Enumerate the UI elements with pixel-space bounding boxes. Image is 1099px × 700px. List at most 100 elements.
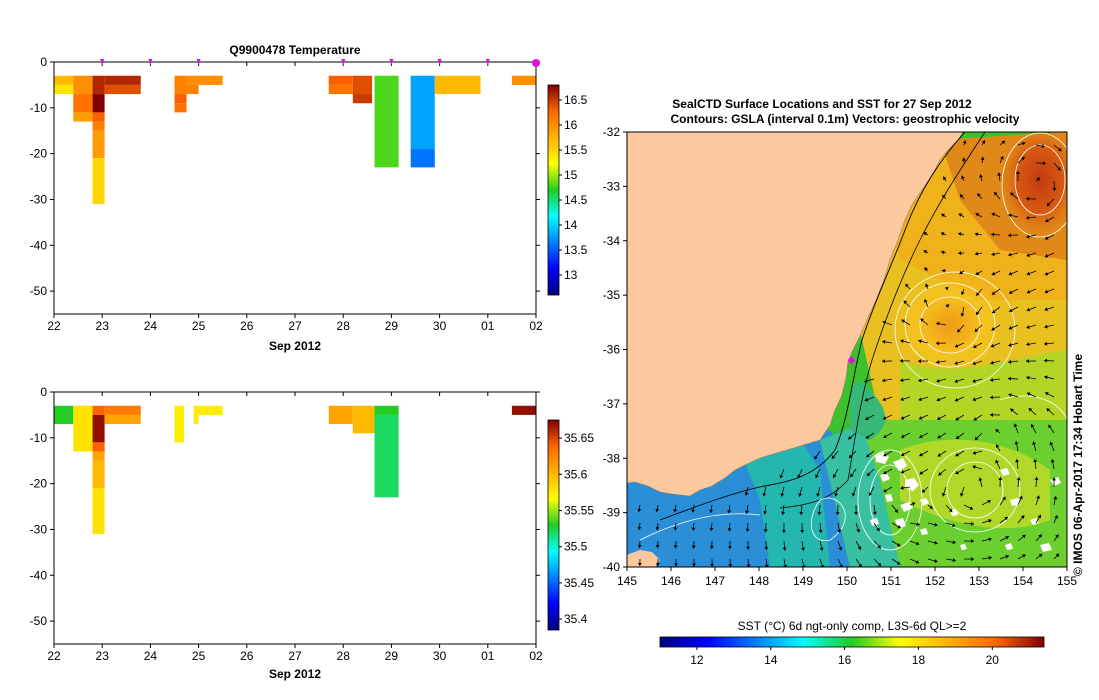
longitude-tick-label: 148 — [749, 574, 769, 588]
map-longitude-ticks: 145 146 147 148 149 150 151 152 153 154 155 — [617, 567, 1077, 588]
colorbar-tick-label: 13 — [564, 268, 578, 282]
data-cell — [511, 75, 536, 85]
longitude-tick-label: 150 — [837, 574, 857, 588]
x-tick-label: 28 — [337, 319, 351, 333]
salinity-x-ticks: 22 23 24 25 26 27 28 29 30 01 02 — [47, 392, 543, 663]
data-cell — [374, 75, 399, 168]
colorbar-tick-label: 15.5 — [564, 143, 588, 157]
data-cell — [92, 158, 105, 205]
longitude-tick-label: 146 — [661, 574, 681, 588]
salinity-y-ticks: 0 -10 -20 -30 -40 -50 — [30, 385, 540, 628]
data-cell — [174, 103, 187, 113]
latitude-tick-label: -38 — [603, 451, 621, 465]
data-cell — [434, 75, 481, 95]
x-tick-label: 25 — [192, 649, 206, 663]
profile-markers — [100, 59, 540, 67]
sst-field — [627, 132, 1067, 567]
seal-location-dot — [847, 356, 856, 365]
latitude-tick-label: -37 — [603, 397, 621, 411]
data-cell — [104, 75, 141, 85]
salinity-colorbar-ticks: 35.4 35.45 35.5 35.55 35.6 35.65 — [559, 431, 594, 626]
x-tick-label: 28 — [337, 649, 351, 663]
data-cell — [328, 84, 353, 95]
colorbar-tick-label: 35.55 — [564, 504, 594, 518]
sst-colorbar-tick-label: 14 — [764, 653, 778, 667]
colorbar-tick-label: 35.5 — [564, 540, 588, 554]
data-cell — [92, 130, 105, 159]
data-cell — [186, 84, 199, 95]
y-tick-label: -50 — [30, 284, 48, 298]
latitude-tick-label: -33 — [603, 179, 621, 193]
y-tick-label: -20 — [30, 147, 48, 161]
colorbar-tick-label: 35.65 — [564, 431, 594, 445]
colorbar-tick-label: 14.5 — [564, 193, 588, 207]
profile-marker — [196, 59, 201, 65]
data-cell — [174, 405, 185, 443]
data-cell — [104, 405, 141, 415]
data-cell — [92, 442, 105, 452]
x-tick-label: 01 — [481, 649, 495, 663]
temperature-cells — [54, 75, 536, 205]
x-tick-label: 27 — [288, 649, 302, 663]
sst-colorbar-ticks: 12 14 16 18 20 — [690, 647, 999, 667]
data-cell — [92, 405, 105, 415]
x-tick-label: 27 — [288, 319, 302, 333]
sst-map-panel: SealCTD Surface Locations and SST for 27… — [603, 97, 1085, 667]
temperature-plot-frame — [53, 61, 537, 315]
data-cell — [54, 405, 74, 425]
data-cell — [410, 149, 435, 168]
latitude-tick-label: -36 — [603, 343, 621, 357]
data-cell — [511, 405, 536, 415]
y-tick-label: 0 — [40, 385, 47, 399]
temperature-y-ticks: 0 -10 -20 -30 -40 -50 — [30, 55, 540, 298]
data-cell — [104, 414, 141, 425]
colorbar-tick-label: 14 — [564, 218, 578, 232]
data-cell — [352, 94, 373, 104]
data-cell — [73, 112, 93, 122]
latitude-tick-label: -32 — [603, 125, 621, 139]
latitude-tick-label: -39 — [603, 506, 621, 520]
colorbar-tick-label: 35.4 — [564, 612, 588, 626]
sst-colorbar — [659, 636, 1045, 648]
sst-colorbar-tick-label: 18 — [912, 653, 926, 667]
temperature-colorbar — [547, 84, 560, 296]
data-cell — [186, 75, 199, 85]
data-cell — [374, 405, 399, 415]
data-cell — [174, 75, 187, 95]
profile-marker — [389, 59, 394, 65]
data-cell — [54, 75, 74, 85]
profile-marker — [485, 59, 490, 65]
longitude-tick-label: 152 — [925, 574, 945, 588]
longitude-tick-label: 154 — [1013, 574, 1033, 588]
data-cell — [104, 84, 141, 95]
data-cell — [92, 460, 105, 489]
sst-colorbar-tick-label: 16 — [838, 653, 852, 667]
data-cell — [174, 94, 187, 104]
colorbar-tick-label: 15 — [564, 168, 578, 182]
salinity-colorbar — [547, 419, 560, 631]
salinity-panel: 22 23 24 25 26 27 28 29 30 01 02 0-10-20-30-40-50 … — [30, 385, 595, 681]
map-title-line1: SealCTD Surface Locations and SST for 27… — [672, 97, 972, 111]
x-tick-label: 02 — [529, 319, 543, 333]
y-tick-label: -50 — [30, 614, 48, 628]
x-tick-label: 26 — [240, 649, 254, 663]
data-cell — [374, 414, 399, 498]
data-cell — [328, 75, 353, 85]
data-cell — [92, 451, 105, 461]
data-cell — [73, 405, 93, 452]
x-tick-label: 29 — [385, 319, 399, 333]
longitude-tick-label: 153 — [969, 574, 989, 588]
x-tick-label: 23 — [96, 649, 110, 663]
temperature-panel: Q9900478 Temperature 22 23 24 25 26 27 28 29 30 0… — [30, 43, 588, 353]
velocity-vectors — [637, 140, 1062, 567]
x-tick-label: 24 — [144, 319, 158, 333]
data-cell — [92, 488, 105, 535]
map-latitude-ticks: -32 -33 -34 -35 -36 -37 -38 -39 -40 — [603, 125, 627, 574]
longitude-tick-label: 151 — [881, 574, 901, 588]
data-cell — [92, 94, 105, 113]
data-cell — [328, 405, 353, 425]
x-tick-label: 26 — [240, 319, 254, 333]
longitude-tick-label: 155 — [1057, 574, 1077, 588]
data-cell — [352, 75, 373, 95]
